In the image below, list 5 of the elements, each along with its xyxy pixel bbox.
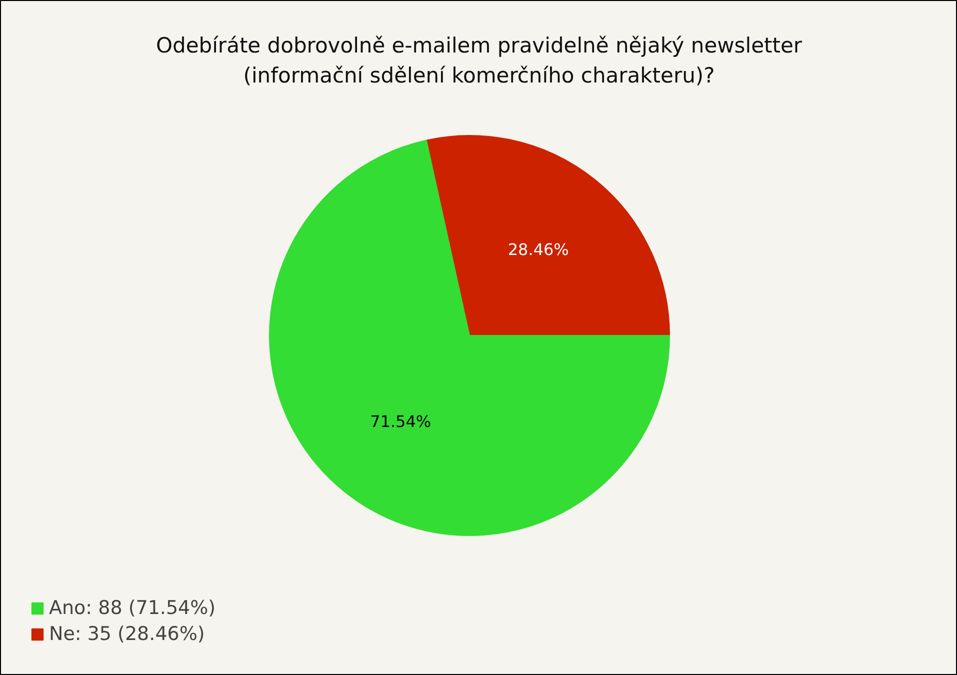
data-label: 28.46% (508, 240, 569, 260)
chart-title: Odebíráte dobrovolně e-mailem pravidelně nějaký newsletter (informační sdělení komerčního charakteru)? (156, 34, 802, 88)
data-label: 71.54% (370, 412, 432, 431)
legend-label: Ano: 88 (71.54%) (49, 597, 216, 619)
legend-label: Ne: 35 (28.46%) (49, 623, 205, 645)
